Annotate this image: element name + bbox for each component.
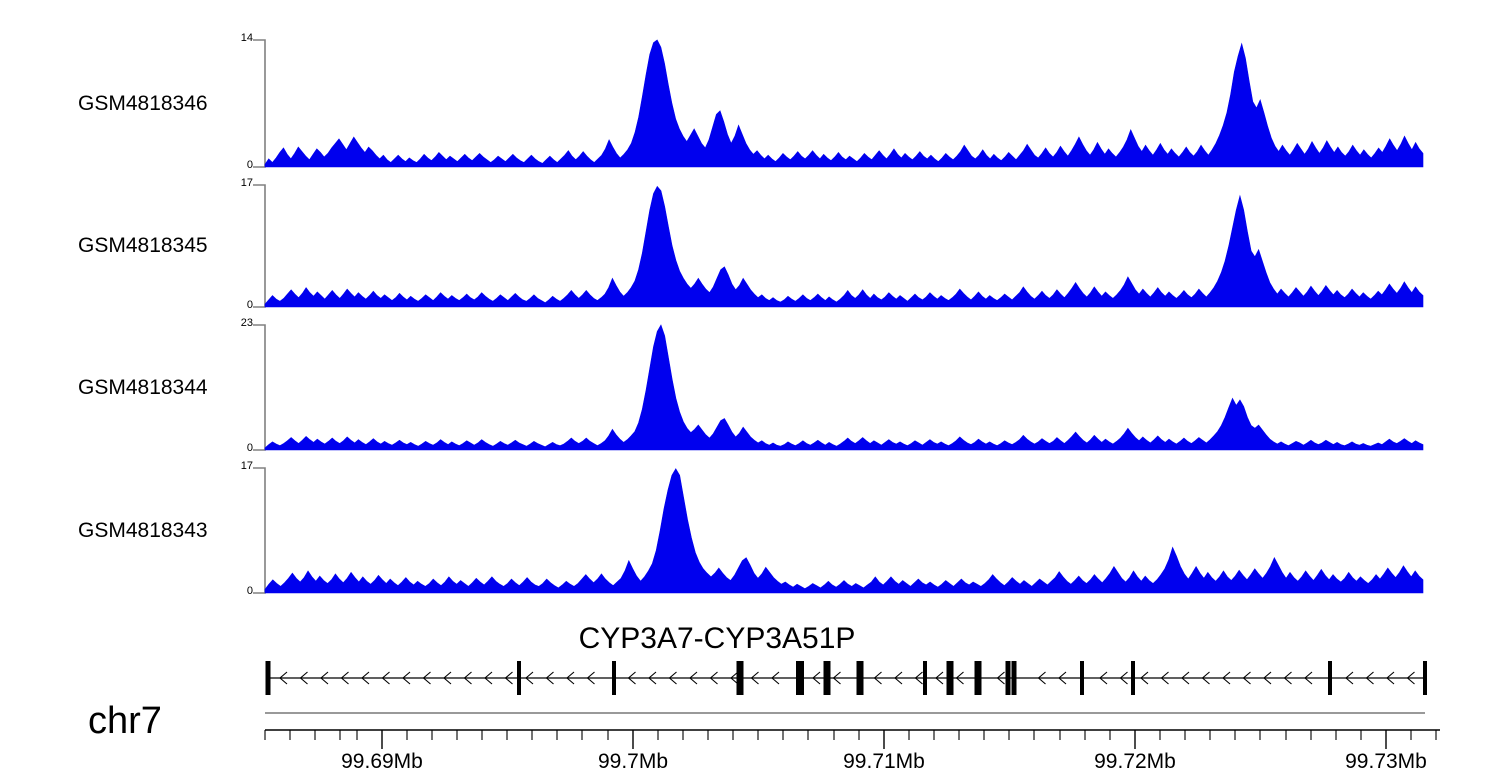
strand-arrow-icon bbox=[361, 671, 370, 685]
strand-arrow-icon bbox=[504, 671, 513, 685]
strand-arrow-icon bbox=[1263, 671, 1272, 685]
coverage-area bbox=[264, 468, 1424, 594]
y-axis-spine bbox=[253, 324, 266, 451]
strand-arrow-icon bbox=[320, 671, 329, 685]
coverage-area bbox=[264, 185, 1424, 308]
y-axis-spine bbox=[253, 467, 266, 594]
strand-arrow-icon bbox=[1058, 671, 1067, 685]
exon-block[interactable] bbox=[1131, 661, 1135, 695]
strand-arrow-icon bbox=[443, 671, 452, 685]
exon-block[interactable] bbox=[265, 661, 271, 695]
exon-block[interactable] bbox=[856, 661, 864, 695]
strand-arrow-icon bbox=[1222, 671, 1231, 685]
strand-arrow-icon bbox=[381, 671, 390, 685]
strand-arrow-icon bbox=[627, 671, 636, 685]
strand-arrow-icon bbox=[894, 671, 903, 685]
exon-block[interactable] bbox=[1423, 661, 1427, 695]
exon-block[interactable] bbox=[796, 661, 804, 695]
strand-arrow-icon bbox=[279, 671, 288, 685]
exon-block[interactable] bbox=[974, 661, 982, 695]
y-axis-spine bbox=[253, 39, 266, 168]
strand-arrow-icon bbox=[1140, 671, 1149, 685]
strand-arrow-icon bbox=[1304, 671, 1313, 685]
strand-arrow-icon bbox=[545, 671, 554, 685]
strand-arrow-icon bbox=[525, 671, 534, 685]
strand-arrow-icon bbox=[1406, 671, 1415, 685]
chromosome-label: chr7 bbox=[88, 700, 162, 742]
strand-arrow-icon bbox=[668, 671, 677, 685]
genome-axis[interactable] bbox=[0, 705, 1500, 775]
exon-block[interactable] bbox=[1328, 661, 1332, 695]
axis-tick-label: 99.73Mb bbox=[1345, 750, 1427, 773]
exon-block[interactable] bbox=[823, 661, 831, 695]
exon-block[interactable] bbox=[517, 661, 521, 695]
axis-tick-label: 99.7Mb bbox=[597, 750, 669, 773]
strand-arrow-icon bbox=[935, 671, 944, 685]
strand-arrow-icon bbox=[1242, 671, 1251, 685]
strand-arrow-icon bbox=[1099, 671, 1108, 685]
y-axis-spine bbox=[253, 184, 266, 308]
exon-block[interactable] bbox=[946, 661, 954, 695]
axis-tick-label: 99.71Mb bbox=[843, 750, 925, 773]
strand-arrow-icon bbox=[832, 671, 841, 685]
strand-arrow-icon bbox=[873, 671, 882, 685]
strand-arrow-icon bbox=[955, 671, 964, 685]
strand-arrow-icon bbox=[709, 671, 718, 685]
exon-block[interactable] bbox=[612, 661, 616, 695]
strand-arrow-icon bbox=[771, 671, 780, 685]
strand-arrow-icon bbox=[1119, 671, 1128, 685]
exon-block[interactable] bbox=[1080, 661, 1084, 695]
strand-arrow-icon bbox=[484, 671, 493, 685]
exon-block[interactable] bbox=[923, 661, 927, 695]
strand-arrow-icon bbox=[812, 671, 821, 685]
coverage-area bbox=[264, 39, 1424, 168]
strand-arrow-icon bbox=[1037, 671, 1046, 685]
strand-arrow-icon bbox=[689, 671, 698, 685]
strand-arrow-icon bbox=[914, 671, 923, 685]
strand-arrow-icon bbox=[1181, 671, 1190, 685]
axis-tick-label: 99.72Mb bbox=[1094, 750, 1176, 773]
gene-model[interactable] bbox=[0, 650, 1500, 710]
strand-arrow-icon bbox=[1283, 671, 1292, 685]
strand-arrow-icon bbox=[1386, 671, 1395, 685]
coverage-area bbox=[264, 324, 1424, 451]
strand-arrow-icon bbox=[1160, 671, 1169, 685]
strand-arrow-icon bbox=[566, 671, 575, 685]
strand-arrow-icon bbox=[1345, 671, 1354, 685]
exon-block[interactable] bbox=[736, 661, 744, 695]
strand-arrow-icon bbox=[340, 671, 349, 685]
strand-arrow-icon bbox=[730, 671, 739, 685]
strand-arrow-icon bbox=[1201, 671, 1210, 685]
strand-arrow-icon bbox=[996, 671, 1005, 685]
strand-arrow-icon bbox=[648, 671, 657, 685]
strand-arrow-icon bbox=[586, 671, 595, 685]
strand-arrow-icon bbox=[299, 671, 308, 685]
exon-block[interactable] bbox=[1011, 661, 1017, 695]
strand-arrow-icon bbox=[750, 671, 759, 685]
exon-block[interactable] bbox=[1005, 661, 1011, 695]
strand-arrow-icon bbox=[1365, 671, 1374, 685]
axis-tick-label: 99.69Mb bbox=[341, 750, 423, 773]
strand-arrow-icon bbox=[402, 671, 411, 685]
strand-arrow-icon bbox=[422, 671, 431, 685]
gene-name-label: CYP3A7-CYP3A51P bbox=[578, 622, 856, 655]
strand-arrow-icon bbox=[463, 671, 472, 685]
